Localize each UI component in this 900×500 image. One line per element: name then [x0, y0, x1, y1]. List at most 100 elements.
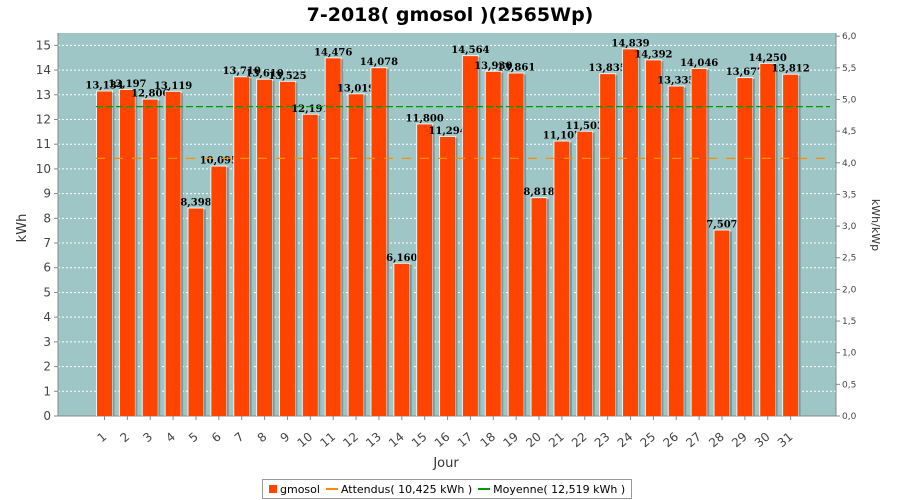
y-tick-label: 1 [43, 384, 51, 398]
y-tick-label: 7 [43, 236, 51, 250]
bar [668, 86, 684, 416]
x-tick-label: 16 [432, 430, 453, 451]
bar [485, 71, 501, 417]
bar [257, 79, 273, 416]
y-tick-label: 14 [36, 63, 51, 77]
y-tick-label: 8 [43, 211, 51, 225]
y-tick-label: 15 [36, 38, 51, 52]
bar [554, 141, 570, 416]
data-label: 14,392 [634, 49, 672, 60]
bar [325, 58, 341, 417]
y-tick-label: 9 [43, 187, 51, 201]
x-tick-label: 17 [455, 430, 476, 451]
x-tick-label: 30 [752, 430, 773, 451]
data-label: 14,564 [451, 45, 489, 56]
legend-item-expected: Attendus( 10,425 kWh ) [325, 482, 473, 496]
data-label: 12,806 [131, 89, 169, 100]
chart-legend: gmosol Attendus( 10,425 kWh ) Moyenne( 1… [262, 479, 633, 499]
y2-tick-label: 4,5 [842, 127, 856, 137]
y2-tick-label: 3,5 [842, 190, 856, 200]
data-label: 11,503 [566, 121, 604, 132]
bar [97, 91, 112, 416]
legend-swatch-gmosol [269, 485, 277, 493]
bar [165, 91, 181, 416]
x-tick-label: 15 [409, 430, 430, 451]
x-tick-label: 19 [500, 430, 521, 451]
legend-label-average: Moyenne( 12,519 kWh ) [493, 482, 626, 496]
legend-item-average: Moyenne( 12,519 kWh ) [478, 483, 625, 496]
y-tick-label: 0 [43, 409, 51, 423]
y-tick-label: 12 [36, 112, 51, 126]
y2-tick-label: 1,5 [842, 317, 856, 327]
data-label: 13,119 [154, 81, 192, 92]
data-label: 13,677 [726, 67, 764, 78]
x-axis-title: Jour [432, 456, 459, 471]
y2-tick-label: 0,0 [842, 412, 857, 422]
x-tick-label: 6 [209, 430, 224, 446]
x-tick-label: 3 [140, 430, 155, 446]
legend-label-gmosol: gmosol [280, 482, 320, 496]
data-label: 14,078 [360, 57, 398, 68]
bar [142, 99, 158, 416]
data-label: 14,839 [611, 38, 649, 49]
data-label: 11,800 [406, 113, 444, 124]
y-axis-title: kWh [15, 214, 30, 243]
x-tick-label: 14 [386, 430, 407, 451]
bar [302, 114, 318, 417]
x-tick-label: 20 [523, 430, 544, 451]
y2-tick-label: 6,0 [842, 32, 857, 42]
y-tick-label: 4 [43, 310, 51, 324]
bar [714, 230, 730, 416]
data-label: 8,818 [523, 187, 554, 198]
x-tick-label: 23 [592, 430, 613, 451]
y-tick-label: 10 [36, 162, 51, 176]
bar [623, 49, 639, 416]
bar [600, 74, 616, 417]
data-label: 12,191 [291, 104, 329, 115]
x-tick-label: 4 [163, 430, 178, 446]
x-tick-label: 24 [615, 430, 636, 451]
bar [737, 78, 753, 416]
bar [371, 68, 387, 417]
bar [234, 77, 250, 417]
legend-item-gmosol: gmosol [269, 483, 320, 496]
y2-tick-label: 5,0 [842, 95, 857, 105]
bar [691, 68, 707, 417]
x-tick-label: 2 [117, 430, 132, 446]
x-tick-label: 27 [683, 430, 704, 451]
data-label: 11,294 [428, 126, 466, 137]
x-tick-label: 26 [660, 430, 681, 451]
data-label: 8,398 [180, 197, 211, 208]
y2-tick-label: 2,5 [842, 254, 856, 264]
x-tick-label: 31 [775, 430, 796, 451]
data-label: 13,197 [108, 79, 146, 90]
data-label: 13,812 [771, 64, 809, 75]
y-tick-label: 3 [43, 335, 51, 349]
bar [577, 131, 593, 416]
x-tick-label: 1 [95, 430, 110, 446]
x-tick-label: 13 [363, 430, 384, 451]
y2-axis-title: kWh/kWp [869, 199, 882, 251]
data-label: 10,095 [200, 156, 238, 167]
data-label: 14,476 [314, 47, 352, 58]
x-tick-label: 7 [232, 430, 247, 446]
x-tick-label: 22 [569, 430, 590, 451]
x-tick-label: 25 [638, 430, 659, 451]
legend-label-expected: Attendus( 10,425 kWh ) [340, 482, 473, 496]
y2-tick-label: 5,5 [842, 64, 856, 74]
bar [645, 60, 661, 416]
data-label: 13,861 [497, 62, 535, 73]
x-tick-label: 11 [317, 430, 338, 451]
bar [440, 136, 456, 417]
data-label: 13,710 [223, 66, 261, 77]
y-tick-label: 11 [36, 137, 51, 151]
bar [417, 124, 433, 416]
y-tick-label: 6 [43, 261, 51, 275]
y-tick-label: 5 [43, 285, 51, 299]
bar [531, 198, 547, 416]
y2-tick-label: 4,0 [842, 159, 857, 169]
bar [279, 81, 295, 417]
y-tick-label: 13 [36, 88, 51, 102]
y2-tick-label: 1,0 [842, 349, 857, 359]
